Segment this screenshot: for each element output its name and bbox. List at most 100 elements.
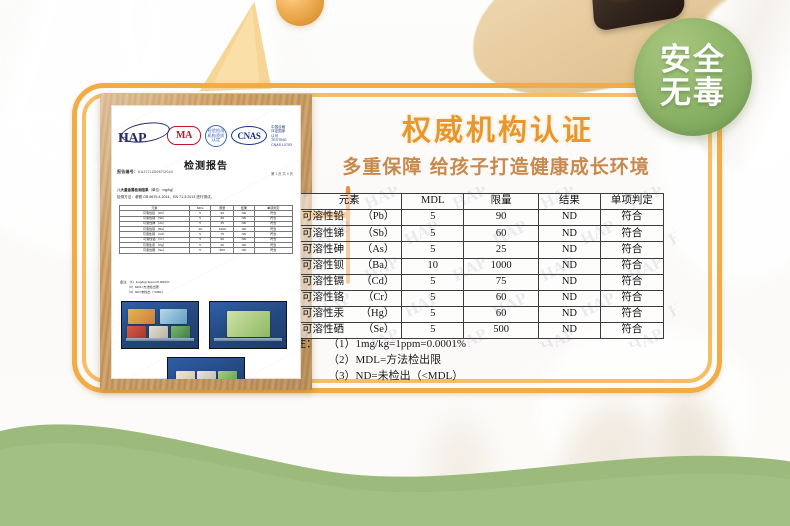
mini-cell-3: ND [233, 247, 255, 254]
cell-result: ND [538, 257, 601, 275]
table-header-row: 元素 MDL 限量 结果 单项判定 [295, 192, 665, 211]
orange-inner-frame [82, 93, 712, 383]
cell-judgement: 符合 [599, 225, 665, 243]
report-mini-table: 元素 MDL 限量 结果 单项判定 可溶性铅 （Pb） 5 90 ND 符合 可溶性锑 （… [119, 204, 294, 254]
th-judgement: 单项判定 [599, 192, 665, 211]
table-row: 可溶性镉 （Cd） 5 75 ND 符合 [295, 273, 665, 291]
element-name: 可溶性硒 [302, 324, 344, 336]
cell-mdl: 5 [401, 241, 465, 259]
sample-photo [209, 301, 287, 349]
table-row: 可溶性铬 （Cr） 5 60 ND 符合 [295, 289, 665, 308]
cell-judgement: 符合 [599, 322, 665, 340]
element-name: 可溶性铅 [302, 211, 344, 223]
cell-element: 可溶性铅 （Pb） [295, 209, 403, 227]
mini-note-1: 备注：（1）1mg/kg=1ppm=0.0001% [120, 280, 170, 284]
cell-limit: 90 [463, 209, 540, 227]
cell-element: 可溶性汞 （Hg） [295, 306, 403, 324]
cell-judgement: 符合 [599, 241, 665, 259]
cell-judgement: 符合 [599, 289, 665, 308]
cell-mdl: 5 [401, 273, 465, 291]
element-name: 可溶性钡 [302, 259, 344, 271]
cell-mdl: 5 [401, 209, 465, 227]
inspection-report-document[interactable]: HAP MA 检验检测机构资质认定 CNAS 中国合格 评定国家 认可 TEST… [111, 105, 301, 379]
notes-item-1: （1）1mg/kg=1ppm=0.0001% [328, 338, 466, 350]
cell-result: ND [538, 209, 601, 227]
cell-result: ND [538, 289, 601, 308]
element-symbol: （Cr） [362, 292, 395, 304]
cell-mdl: 5 [401, 225, 465, 243]
element-name: 可溶性镉 [302, 275, 344, 287]
safety-badge-line-1: 安全 [660, 42, 726, 79]
hap-logo-text: HAP [118, 131, 147, 146]
heavy-metal-results-table: 元素 MDL 限量 结果 单项判定 可溶性铅 （Pb） 5 90 ND 符合 可溶性锑 （Sb… [295, 192, 665, 340]
report-title: 检测报告 [184, 161, 228, 172]
element-symbol: （Pb） [362, 211, 395, 223]
report-method-value: 参照 GB 6675.4-2014、EN 71-3:2013 进行测试。 [134, 195, 215, 199]
sample-photo-row [121, 301, 291, 349]
mini-cell-1: 5 [188, 247, 212, 254]
element-symbol: （As） [361, 243, 395, 255]
green-wave-decoration [0, 394, 790, 526]
cnas-mark-icon: CNAS [231, 126, 267, 146]
th-element: 元素 [295, 192, 403, 211]
cell-result: ND [538, 225, 601, 243]
cell-limit: 1000 [463, 257, 540, 275]
th-mdl: MDL [401, 192, 465, 211]
cell-limit: 60 [463, 225, 540, 243]
cell-judgement: 符合 [599, 306, 665, 324]
element-name: 可溶性汞 [302, 308, 344, 320]
report-section-unit: （单位：mg/kg） [148, 188, 176, 192]
notes-item-2: （2）MDL=方法检出限 [328, 353, 442, 366]
th-limit: 限量 [463, 192, 540, 211]
report-method-line: 检测方法：参照 GB 6675.4-2014、EN 71-3:2013 进行测试… [117, 195, 295, 200]
cell-judgement: 符合 [599, 257, 665, 275]
table-notes: 备注： （1）1mg/kg=1ppm=0.0001% （2）MDL=方法检出限 … [284, 337, 466, 385]
cnas-accreditation-text: 中国合格 评定国家 认可 TESTING CNAS L0793 [271, 125, 297, 147]
cell-limit: 60 [463, 289, 540, 308]
cell-judgement: 符合 [599, 209, 665, 227]
cell-element: 可溶性铬 （Cr） [295, 289, 403, 308]
mini-cell-2: 500 [210, 247, 235, 254]
cell-judgement: 符合 [599, 273, 665, 291]
orange-outer-frame [72, 83, 722, 393]
cell-result: ND [538, 306, 601, 324]
cell-result: ND [538, 273, 601, 291]
table-row: 可溶性汞 （Hg） 5 60 ND 符合 [295, 306, 665, 324]
cnas-text-line-2: 评定国家 [271, 129, 286, 134]
cnas-text-line-3: 认可 [271, 133, 279, 138]
element-name: 可溶性砷 [302, 243, 344, 255]
cnas-text-line-1: 中国合格 [271, 124, 286, 129]
safety-badge-line-2: 无毒 [660, 75, 726, 111]
element-symbol: （Sb） [362, 227, 395, 239]
element-name: 可溶性铬 [302, 292, 344, 304]
report-mini-notes: 备注：（1）1mg/kg=1ppm=0.0001% （2）MDL=方法检出限 （… [120, 280, 169, 294]
report-number-label: 报告编号： [117, 169, 138, 174]
cell-element: 可溶性砷 （As） [295, 241, 403, 259]
page-subtitle: 多重保障 给孩子打造健康成长环境 [342, 156, 650, 178]
cell-limit: 25 [463, 241, 540, 259]
report-logo-row: HAP MA 检验检测机构资质认定 CNAS 中国合格 评定国家 认可 TEST… [116, 119, 297, 149]
heavy-metal-results-table-wrap: HAPHAPHAPHAPHAPHAPHAPHAPHAPHAPHAPHAPHAPH… [286, 187, 676, 347]
yellow-triangle-decoration [212, 8, 260, 86]
mini-note-3: （3）ND=未检出（<MDL） [127, 289, 165, 294]
cell-result: ND [538, 241, 601, 259]
cell-limit: 60 [463, 306, 540, 324]
element-symbol: （Se） [362, 324, 395, 336]
cell-element: 可溶性锑 （Sb） [295, 225, 403, 243]
wooden-picture-frame: HAP MA 检验检测机构资质认定 CNAS 中国合格 评定国家 认可 TEST… [100, 94, 312, 390]
mini-table-row: 可溶性硒 （Se） 5 500 ND 符合 [119, 247, 294, 254]
report-number-value: KAJ17LZ0067/2044 [138, 170, 173, 174]
table-row: 可溶性锑 （Sb） 5 60 ND 符合 [295, 225, 665, 243]
certification-marks-group: MA 检验检测机构资质认定 CNAS 中国合格 评定国家 认可 TESTING … [167, 125, 297, 147]
table-row: 可溶性钡 （Ba） 10 1000 ND 符合 [295, 257, 665, 275]
report-section-title-text: 八大重金属检测结果 [117, 188, 149, 192]
element-symbol: （Ba） [361, 259, 395, 271]
element-name: 可溶性锑 [302, 227, 344, 239]
report-method-label: 检测方法： [117, 195, 135, 199]
th-result: 结果 [538, 192, 601, 211]
inspection-seal-icon: 检验检测机构资质认定 [205, 124, 227, 147]
report-sample-photos: 样品照片 [121, 301, 291, 379]
cell-result: ND [538, 322, 601, 340]
table-row: 可溶性铅 （Pb） 5 90 ND 符合 [295, 209, 665, 227]
